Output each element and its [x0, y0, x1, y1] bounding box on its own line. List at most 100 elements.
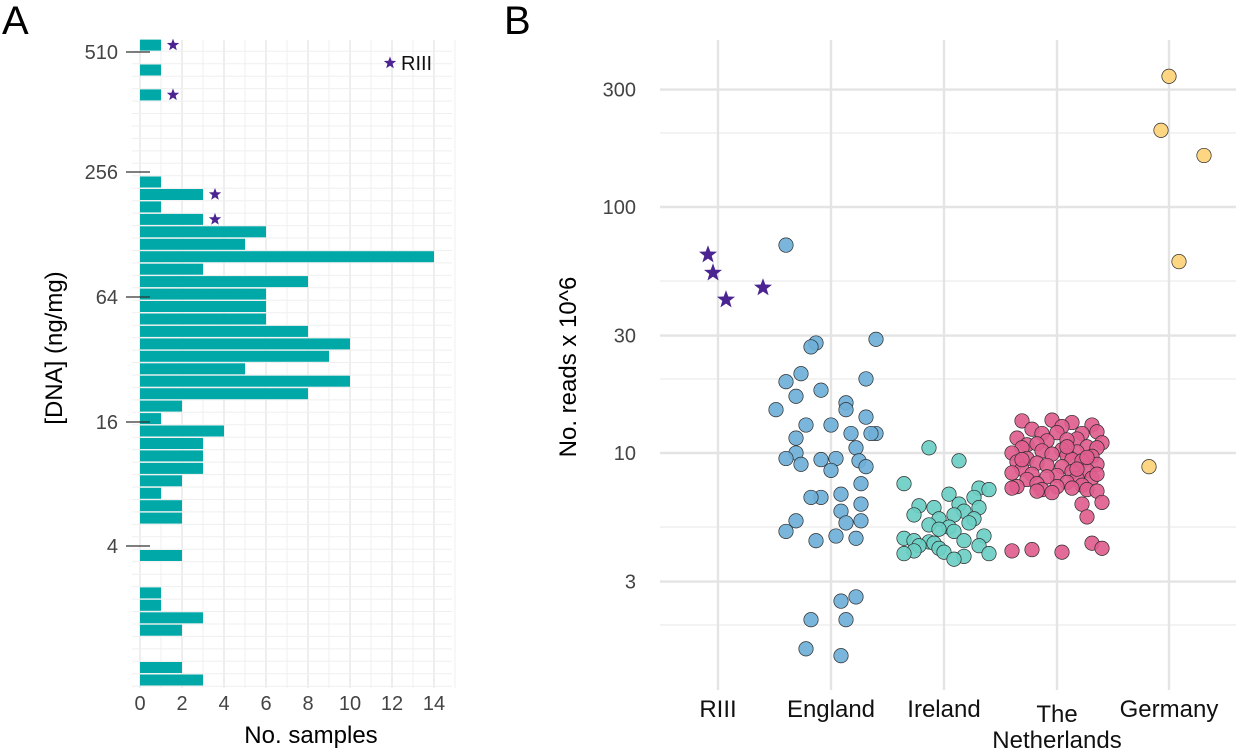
chart-b-point — [803, 489, 819, 505]
chart-a-riii-star-icon — [208, 188, 222, 200]
chart-b-point — [803, 612, 819, 628]
chart-b-point — [823, 417, 839, 433]
chart-a-bar — [140, 39, 161, 51]
chart-b-point — [946, 523, 962, 539]
chart-a-y-tick-label: 256 — [85, 162, 118, 184]
chart-b-point — [858, 371, 874, 387]
chart-b-point — [798, 417, 814, 433]
chart-a-x-tick-label: 6 — [260, 693, 271, 715]
chart-a-y-tick-label: 16 — [96, 412, 118, 434]
chart-b-point — [868, 331, 884, 347]
chart-b-category-label-line: Germany — [1120, 696, 1219, 723]
chart-b-point — [1171, 254, 1187, 270]
chart-a-bar — [140, 176, 161, 188]
chart-b-riii-star-icon — [704, 263, 722, 281]
chart-a-bar — [140, 487, 161, 499]
chart-b-category-label-line: The — [1036, 701, 1077, 728]
chart-b-point — [1089, 466, 1105, 482]
chart-b-point — [803, 339, 819, 355]
chart-a-x-axis-title: No. samples — [244, 722, 377, 749]
chart-b-riii-star-icon — [717, 290, 735, 308]
chart-b-point — [853, 496, 869, 512]
chart-b-point — [921, 440, 937, 456]
chart-a-bar — [140, 338, 350, 350]
panel-a-label: A — [2, 0, 29, 43]
chart-b-point — [788, 388, 804, 404]
chart-a-bar — [140, 89, 161, 101]
chart-b-point — [981, 546, 997, 562]
chart-b-category-label-line: RIII — [699, 696, 736, 723]
chart-a-bar — [140, 301, 266, 312]
chart-b-point — [1074, 496, 1090, 512]
chart-b-category-label: England — [787, 696, 875, 723]
chart-a-x-tick-label: 4 — [218, 693, 229, 715]
chart-a-riii-star-icon — [166, 88, 180, 101]
chart-b-point — [1024, 542, 1040, 558]
chart-b-point — [896, 476, 912, 492]
chart-a-legend: RIII — [383, 53, 432, 75]
chart-a-bar — [140, 587, 161, 599]
chart-b-point — [848, 589, 864, 605]
chart-b-category-label: The Netherlands — [992, 701, 1121, 750]
chart-a-bar — [140, 450, 203, 462]
chart-a-y-tick-label: 4 — [107, 536, 118, 558]
chart-a-bar — [140, 226, 266, 238]
chart-b-point — [778, 450, 794, 467]
chart-b-point — [813, 382, 829, 398]
chart-b-point — [906, 507, 922, 523]
chart-b-point — [838, 402, 854, 418]
chart-a-y-tick-label: 64 — [96, 287, 118, 309]
chart-b-point — [1054, 544, 1070, 560]
chart-b-point — [778, 523, 794, 539]
chart-a-y-tick-label: 510 — [85, 42, 118, 64]
chart-a-bar — [140, 238, 245, 250]
chart-b-category-label: Germany — [1120, 696, 1219, 723]
chart-b-category-label-line: Ireland — [907, 696, 980, 723]
chart-b-point — [1014, 452, 1030, 468]
chart-b-point — [1004, 543, 1020, 559]
chart-a-bar — [140, 363, 245, 375]
chart-a-bar — [140, 388, 308, 400]
chart-b-point — [1153, 122, 1169, 138]
chart-a-bar — [140, 425, 224, 437]
chart-b-point — [951, 453, 967, 469]
chart-b-point — [778, 374, 794, 390]
chart-a-x-tick-label: 8 — [302, 693, 313, 715]
chart-b-point — [833, 486, 849, 502]
chart-b-point — [931, 521, 947, 537]
chart-a-bar — [140, 550, 182, 561]
chart-b-point — [858, 459, 874, 475]
chart-b-category-label: Ireland — [907, 696, 980, 723]
chart-a-x-tick-label: 14 — [423, 693, 445, 715]
chart-b-point — [1059, 439, 1075, 455]
chart-b-riii-star-icon — [699, 245, 717, 263]
chart-a-riii-star-icon — [166, 38, 180, 51]
chart-a-bar — [140, 500, 182, 512]
chart-b-point — [896, 546, 912, 562]
chart-b-point — [788, 513, 804, 529]
chart-a-bar — [140, 276, 308, 288]
chart-a-bar — [140, 612, 203, 624]
chart-b-point — [981, 482, 997, 498]
chart-b-reads-scatter: 3 10 30 100 300 RIII England Ireland The Netherl… — [555, 40, 1236, 750]
chart-a-bar — [140, 400, 182, 412]
chart-b-y-tick-label: 10 — [614, 443, 636, 465]
chart-a-riii-star-icon — [208, 212, 222, 225]
chart-b-point — [838, 612, 854, 628]
chart-b-point — [833, 593, 849, 609]
chart-b-point — [808, 533, 824, 549]
chart-b-point — [848, 530, 864, 546]
chart-b-point — [768, 402, 784, 418]
chart-a-bar — [140, 599, 161, 611]
chart-b-point — [1079, 509, 1095, 525]
chart-b-point — [1044, 485, 1060, 501]
chart-a-bar — [140, 251, 434, 263]
chart-a-bar — [140, 350, 329, 362]
chart-a-x-tick-label: 2 — [176, 693, 187, 715]
chart-b-point — [858, 409, 874, 425]
chart-b-point — [793, 456, 809, 472]
chart-b-point — [793, 366, 809, 382]
chart-a-bar — [140, 64, 161, 76]
chart-b-point — [956, 533, 972, 549]
chart-a-x-tick-label: 0 — [134, 693, 145, 715]
